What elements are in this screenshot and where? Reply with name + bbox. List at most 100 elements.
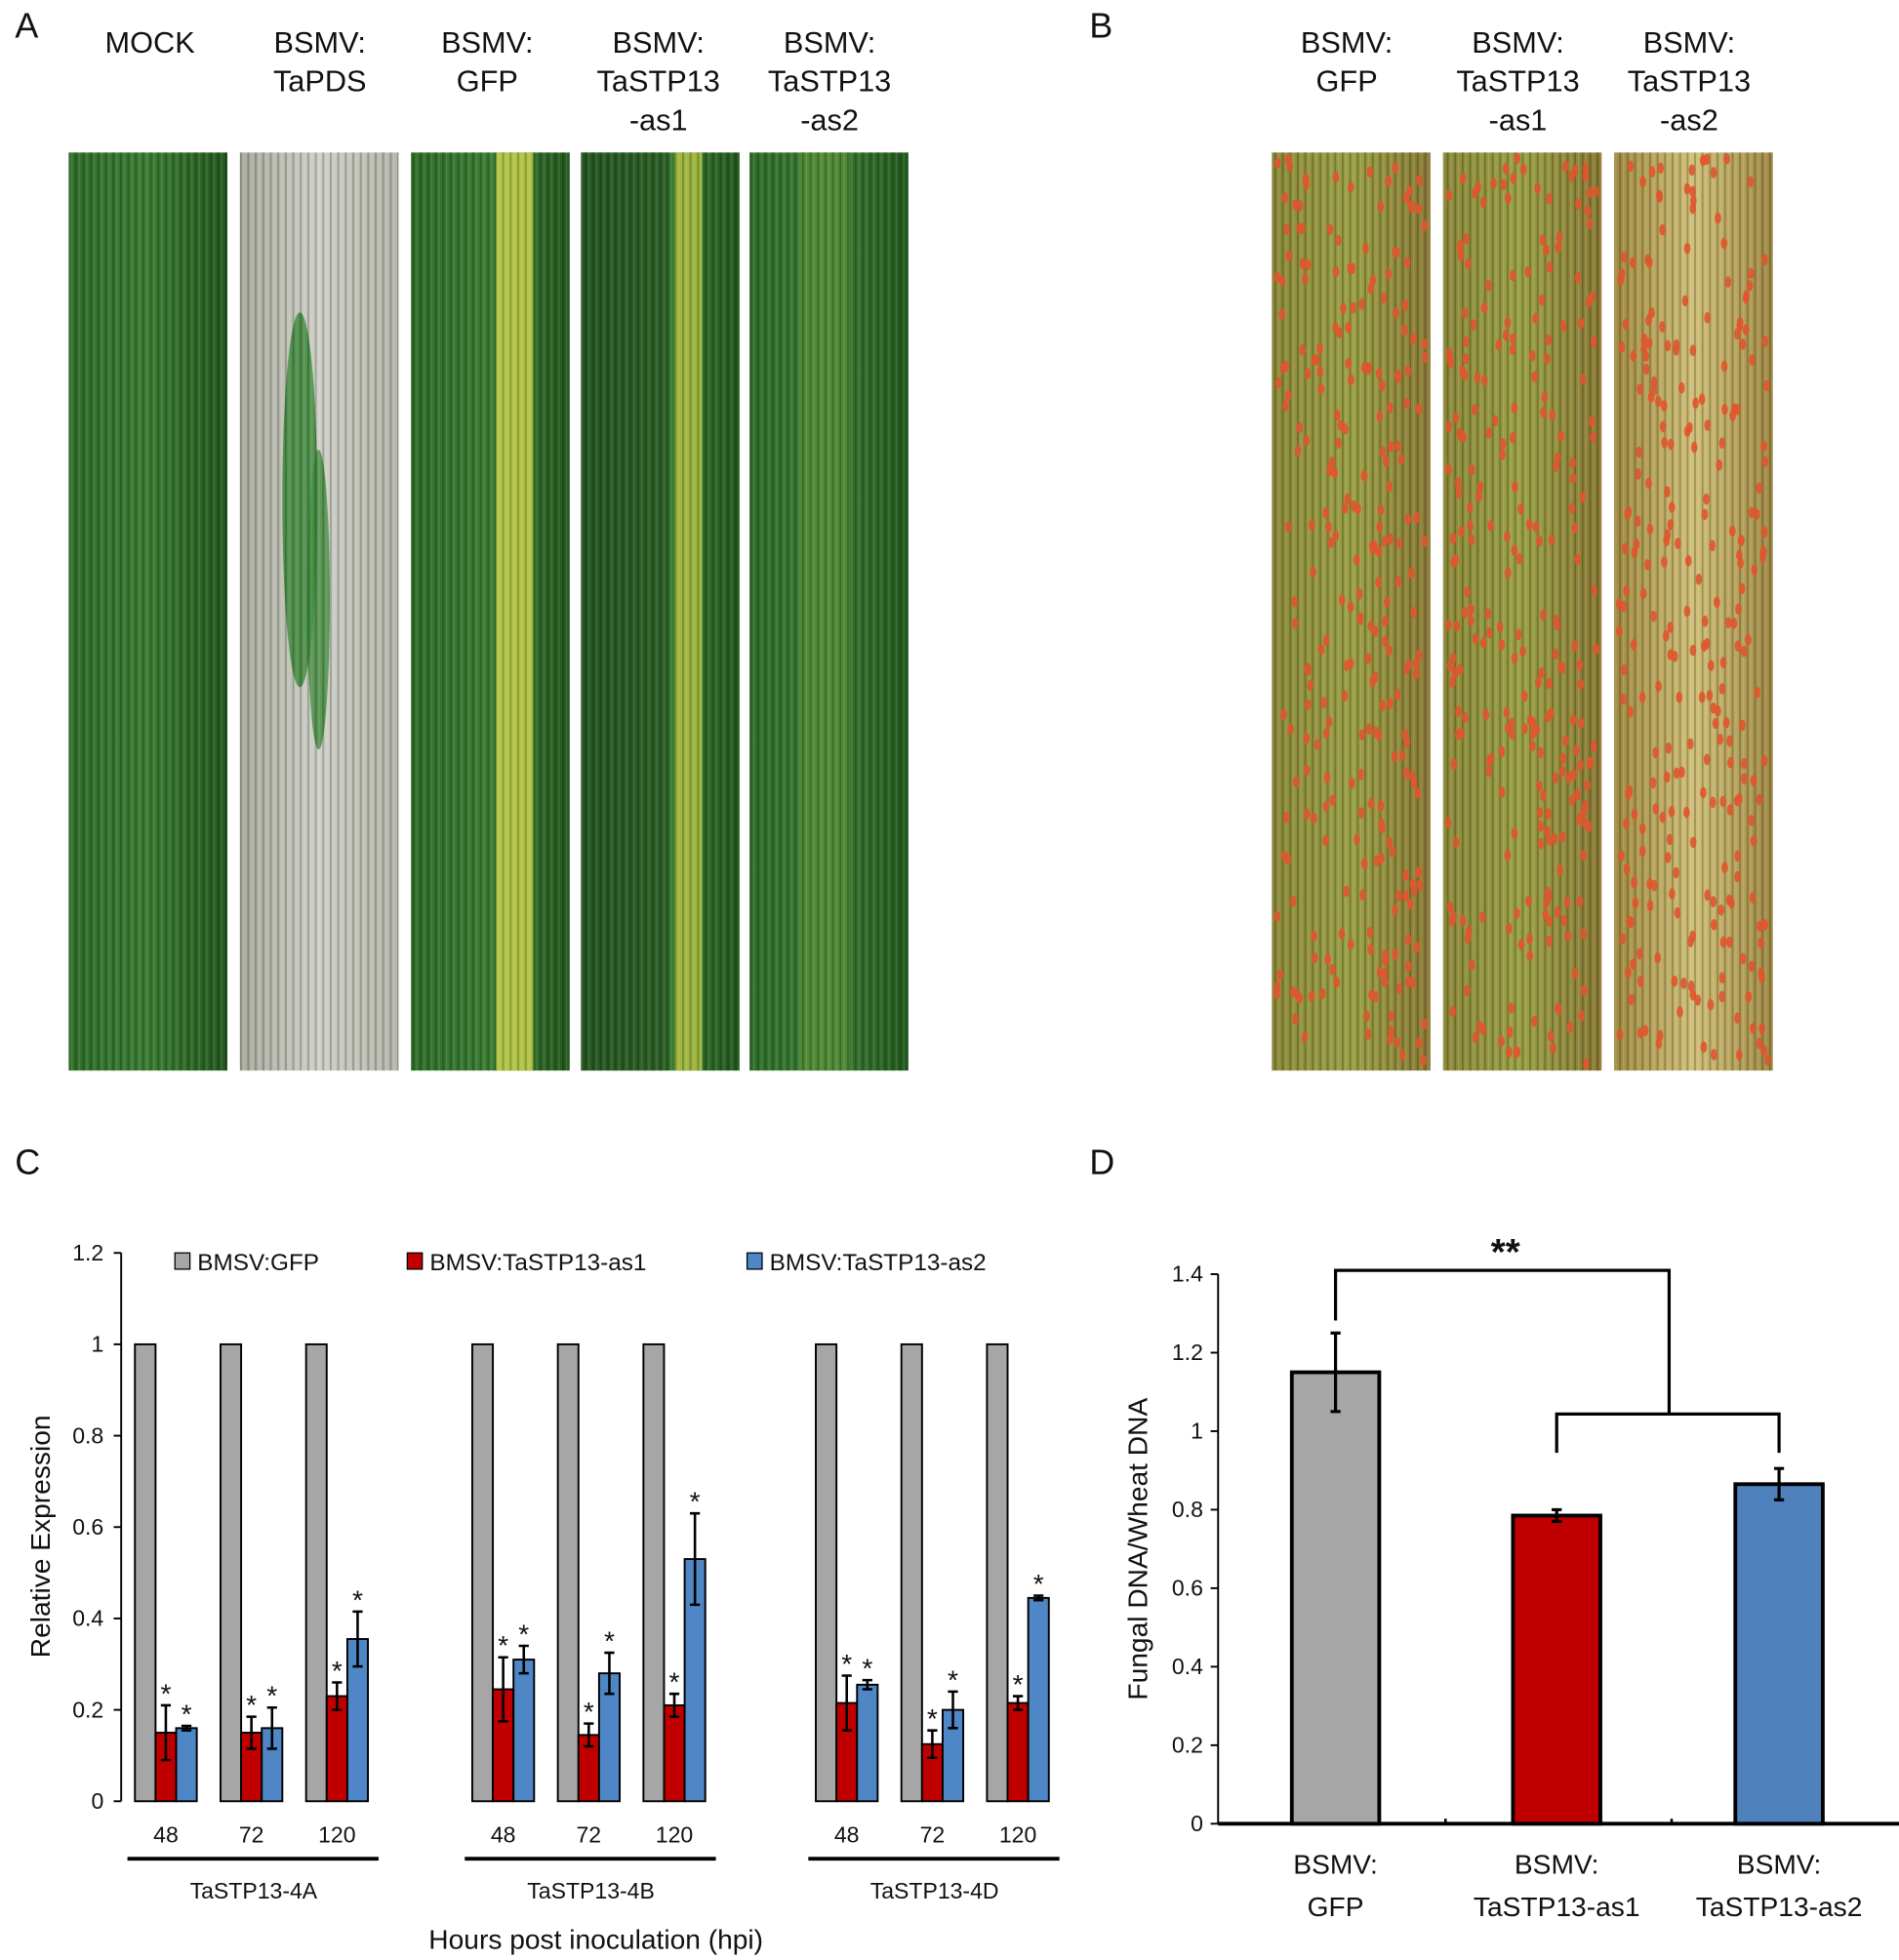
rust-pustule xyxy=(1485,427,1492,439)
rust-pustule xyxy=(1748,506,1756,519)
rust-pustule xyxy=(1632,897,1639,909)
rust-pustule xyxy=(1376,521,1383,533)
rust-pustule xyxy=(1748,815,1756,826)
rust-pustule xyxy=(1360,362,1368,374)
rust-pustule xyxy=(1356,612,1364,623)
rust-pustule xyxy=(1420,1054,1427,1066)
y-tick-label: 1.4 xyxy=(1172,1261,1203,1287)
error-bar xyxy=(584,1722,594,1748)
rust-pustule xyxy=(1750,1022,1757,1034)
rust-pustule xyxy=(1758,551,1766,563)
rust-pustule xyxy=(1722,716,1730,729)
rust-pustule xyxy=(1541,391,1549,403)
rust-pustule xyxy=(1556,864,1564,876)
rust-pustule xyxy=(1683,605,1691,618)
rust-pustule xyxy=(1673,339,1680,351)
significance-mark: * xyxy=(1013,1669,1024,1700)
rust-pustule xyxy=(1538,294,1546,306)
rust-pustule xyxy=(1712,717,1719,730)
rust-pustule xyxy=(1364,653,1372,664)
rust-pustule xyxy=(1475,491,1482,502)
rust-pustule xyxy=(1587,756,1595,769)
rust-pustule xyxy=(1661,436,1668,449)
rust-pustule xyxy=(1555,241,1562,254)
rust-pustule xyxy=(1407,898,1414,910)
column-label: GFP xyxy=(457,64,518,99)
rust-pustule xyxy=(1754,687,1760,699)
rust-pustule xyxy=(1684,555,1692,567)
rust-pustule xyxy=(1322,507,1330,519)
rust-pustule xyxy=(1506,1046,1513,1059)
rust-pustule xyxy=(1366,166,1374,179)
rust-pustule xyxy=(1734,850,1741,862)
rust-pustule xyxy=(1575,198,1582,210)
rust-pustule xyxy=(1383,456,1390,468)
significance-mark: * xyxy=(1033,1569,1044,1599)
rust-pustule xyxy=(1645,337,1653,349)
rust-pustule xyxy=(1582,162,1590,174)
rust-pustule xyxy=(1369,540,1376,552)
rust-pustule xyxy=(1638,845,1646,857)
rust-pustule xyxy=(1392,162,1399,175)
rust-pustule xyxy=(1303,808,1311,820)
rust-pustule xyxy=(1456,427,1464,439)
panel-label: D xyxy=(1089,1143,1114,1182)
rust-pustule xyxy=(1510,333,1516,345)
x-axis-label: Hours post inoculation (hpi) xyxy=(428,1924,763,1954)
rust-pustule xyxy=(1343,885,1351,898)
rust-pustule xyxy=(1556,231,1563,244)
rust-pustule xyxy=(1413,941,1421,953)
rust-pustule xyxy=(1310,566,1316,578)
leaf-veins xyxy=(749,152,909,1071)
rust-pustule xyxy=(1571,968,1579,980)
rust-pustule xyxy=(1579,491,1587,503)
rust-pustule xyxy=(1659,812,1667,823)
rust-pustule xyxy=(1377,503,1385,516)
column-label: TaSTP13 xyxy=(768,64,891,99)
rust-pustule xyxy=(1760,918,1768,931)
rust-pustule xyxy=(1302,273,1310,285)
significance-mark: * xyxy=(266,1681,277,1711)
rust-pustule xyxy=(1322,834,1329,847)
x-tick-label: 48 xyxy=(491,1822,516,1848)
rust-pustule xyxy=(1475,1020,1483,1032)
error-bar xyxy=(690,1511,701,1607)
rust-pustule xyxy=(1758,1022,1765,1035)
rust-pustule xyxy=(1545,710,1552,723)
rust-pustule xyxy=(1734,640,1742,652)
error-bar xyxy=(518,1644,529,1675)
rust-pustule xyxy=(1413,667,1420,680)
y-tick-label: 1.2 xyxy=(1172,1340,1203,1365)
rust-pustule xyxy=(1446,660,1454,672)
rust-pustule xyxy=(1491,415,1499,427)
rust-pustule xyxy=(1416,175,1423,186)
rust-pustule xyxy=(1284,854,1292,865)
legend-swatch xyxy=(406,1252,424,1270)
rust-pustule xyxy=(1513,1047,1520,1059)
rust-pustule xyxy=(1331,466,1339,479)
x-tick-label: 120 xyxy=(999,1822,1036,1848)
bar xyxy=(1027,1596,1050,1803)
column-label: TaPDS xyxy=(273,64,367,99)
rust-pustule xyxy=(1525,518,1533,531)
column-label: BSMV: xyxy=(441,25,533,60)
rust-pustule xyxy=(1723,152,1730,165)
rust-pustule xyxy=(1750,775,1758,786)
rust-pustule xyxy=(1698,691,1706,703)
bar xyxy=(175,1727,198,1803)
rust-pustule xyxy=(1391,750,1398,763)
rust-pustule xyxy=(1487,519,1494,532)
rust-pustule xyxy=(1360,469,1368,482)
rust-pustule xyxy=(1540,789,1547,802)
rust-pustule xyxy=(1545,334,1553,346)
rust-pustule xyxy=(1358,729,1366,741)
rust-pustule xyxy=(1381,976,1389,988)
rust-pustule xyxy=(1558,662,1566,674)
rust-pustule xyxy=(1694,994,1702,1006)
rust-pustule xyxy=(1447,356,1455,369)
rust-pustule xyxy=(1756,1037,1763,1050)
rust-pustule xyxy=(1408,567,1415,580)
rust-pustule xyxy=(1499,448,1507,460)
rust-pustule xyxy=(1681,295,1689,307)
rust-pustule xyxy=(1511,402,1518,414)
